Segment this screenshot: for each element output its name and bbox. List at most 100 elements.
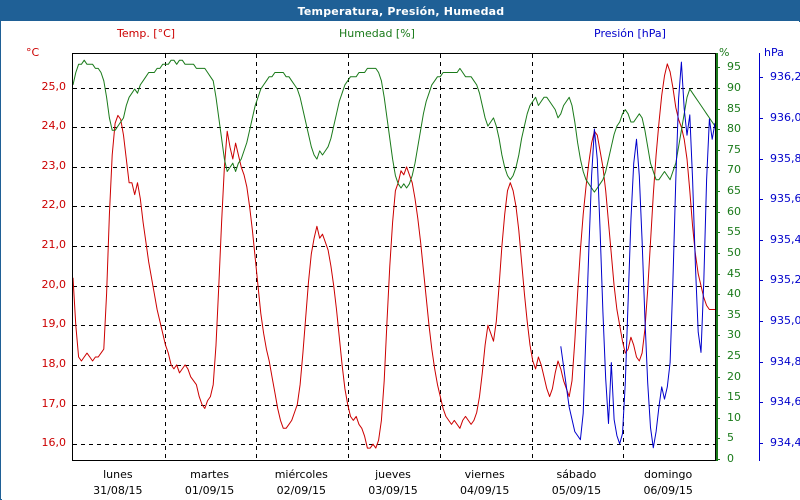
series-line-temperature: [73, 63, 715, 449]
y-axis-temperature-ticks: 16,0 17,0 18,0 19,0 20,0 21,0 22,0 23,0 24,0 25,0: [18, 53, 67, 461]
tick-mark-pressure: [759, 361, 763, 363]
tick-label-pressure: 936,00: [770, 110, 800, 124]
tick-label-pressure: 934,80: [770, 354, 800, 368]
y-axis-humidity-ticks: 0 5 10 15 20 25 30 35 40 45 50 55 60 65 70 75 80 85 90 95: [719, 53, 759, 465]
y-axis-humidity-spine: [716, 53, 718, 461]
tick-label-pressure: 935,60: [770, 192, 800, 206]
tick-mark-humidity: [716, 376, 720, 378]
tick-label-temperature: 24,0: [41, 119, 67, 133]
tick-mark-humidity: [716, 149, 720, 151]
tick-label-pressure: 934,40: [770, 435, 800, 449]
tick-label-temperature: 19,0: [41, 317, 67, 331]
tick-label-humidity: 75: [727, 142, 741, 156]
axis-unit-hpa: hPa: [764, 46, 784, 59]
tick-mark-humidity: [716, 459, 720, 460]
tick-label-temperature: 21,0: [41, 238, 67, 252]
axis-unit-percent: %: [719, 46, 730, 59]
x-axis-day-label: martes: [190, 468, 229, 481]
tick-label-humidity: 80: [727, 122, 741, 136]
x-axis-date-label: 02/09/15: [276, 484, 326, 497]
x-axis-day-label: lunes: [103, 468, 133, 481]
tick-mark-humidity: [716, 211, 720, 213]
tick-mark-pressure: [759, 158, 763, 160]
series-line-pressure: [560, 61, 715, 449]
tick-mark-humidity: [716, 252, 720, 254]
chart-area: Temp. [°C] Humedad [%] Presión [hPa] °C …: [2, 22, 800, 500]
tick-mark-pressure: [759, 239, 763, 241]
tick-label-humidity: 85: [727, 101, 741, 115]
tick-mark-humidity: [716, 170, 720, 172]
tick-mark-humidity: [716, 88, 720, 90]
legend-temperature: Temp. [°C]: [117, 27, 176, 40]
window-title-bar: Temperatura, Presión, Humedad: [1, 1, 800, 21]
tick-label-humidity: 35: [727, 307, 741, 321]
tick-label-pressure: 936,20: [770, 70, 800, 84]
tick-label-humidity: 5: [727, 431, 734, 445]
y-axis-pressure-ticks: 934,40 934,60 934,80 935,00 935,20 935,40 935,…: [762, 53, 800, 461]
tick-label-humidity: 20: [727, 369, 741, 383]
x-axis-date-label: 06/09/15: [643, 484, 693, 497]
tick-label-temperature: 18,0: [41, 356, 67, 370]
legend-humidity: Humedad [%]: [339, 27, 415, 40]
plot-frame: [72, 53, 716, 461]
axis-unit-celsius: °C: [26, 46, 40, 59]
series-layer: [73, 59, 715, 449]
x-axis-date-label: 04/09/15: [460, 484, 510, 497]
tick-label-pressure: 935,40: [770, 232, 800, 246]
x-axis-day-label: sábado: [556, 468, 597, 481]
tick-label-humidity: 30: [727, 328, 741, 342]
tick-mark-humidity: [716, 273, 720, 275]
x-axis-day-label: jueves: [375, 468, 411, 481]
tick-label-temperature: 22,0: [41, 198, 67, 212]
tick-label-humidity: 25: [727, 348, 741, 362]
window-title: Temperatura, Presión, Humedad: [297, 4, 505, 18]
tick-label-temperature: 17,0: [41, 396, 67, 410]
tick-label-humidity: 65: [727, 184, 741, 198]
tick-label-temperature: 23,0: [41, 158, 67, 172]
tick-label-humidity: 45: [727, 266, 741, 280]
tick-label-pressure: 934,60: [770, 395, 800, 409]
x-axis-day-label: domingo: [644, 468, 693, 481]
x-axis-date-label: 31/08/15: [93, 484, 143, 497]
tick-mark-pressure: [759, 77, 763, 79]
tick-mark-humidity: [716, 294, 720, 296]
tick-mark-pressure: [759, 117, 763, 119]
tick-mark-pressure: [759, 320, 763, 322]
tick-label-humidity: 95: [727, 60, 741, 74]
tick-label-humidity: 70: [727, 163, 741, 177]
y-axis-pressure-spine: [759, 53, 760, 461]
x-axis-date-label: 03/09/15: [368, 484, 418, 497]
tick-label-pressure: 935,00: [770, 313, 800, 327]
tick-mark-humidity: [716, 438, 720, 440]
tick-mark-pressure: [759, 402, 763, 404]
x-axis-day-label: miércoles: [274, 468, 328, 481]
tick-mark-humidity: [716, 355, 720, 357]
tick-mark-humidity: [716, 191, 720, 193]
tick-mark-humidity: [716, 232, 720, 234]
tick-label-humidity: 10: [727, 410, 741, 424]
tick-label-humidity: 60: [727, 204, 741, 218]
tick-mark-pressure: [759, 442, 763, 444]
legend-pressure: Presión [hPa]: [594, 27, 666, 40]
tick-mark-pressure: [759, 280, 763, 282]
tick-label-pressure: 935,80: [770, 151, 800, 165]
tick-label-pressure: 935,20: [770, 273, 800, 287]
tick-label-humidity: 50: [727, 245, 741, 259]
tick-mark-humidity: [716, 335, 720, 337]
tick-label-humidity: 40: [727, 287, 741, 301]
x-axis-day-label: viernes: [464, 468, 505, 481]
tick-label-humidity: 15: [727, 390, 741, 404]
tick-mark-humidity: [716, 314, 720, 316]
tick-label-humidity: 0: [727, 452, 734, 465]
tick-mark-humidity: [716, 397, 720, 399]
x-axis-date-label: 05/09/15: [551, 484, 602, 497]
plot-svg: [73, 54, 715, 460]
gridlines: [73, 54, 715, 460]
tick-label-temperature: 25,0: [41, 79, 67, 93]
tick-mark-humidity: [716, 108, 720, 110]
tick-label-temperature: 20,0: [41, 277, 67, 291]
tick-mark-pressure: [759, 199, 763, 201]
tick-mark-humidity: [716, 417, 720, 419]
tick-mark-humidity: [716, 67, 720, 69]
